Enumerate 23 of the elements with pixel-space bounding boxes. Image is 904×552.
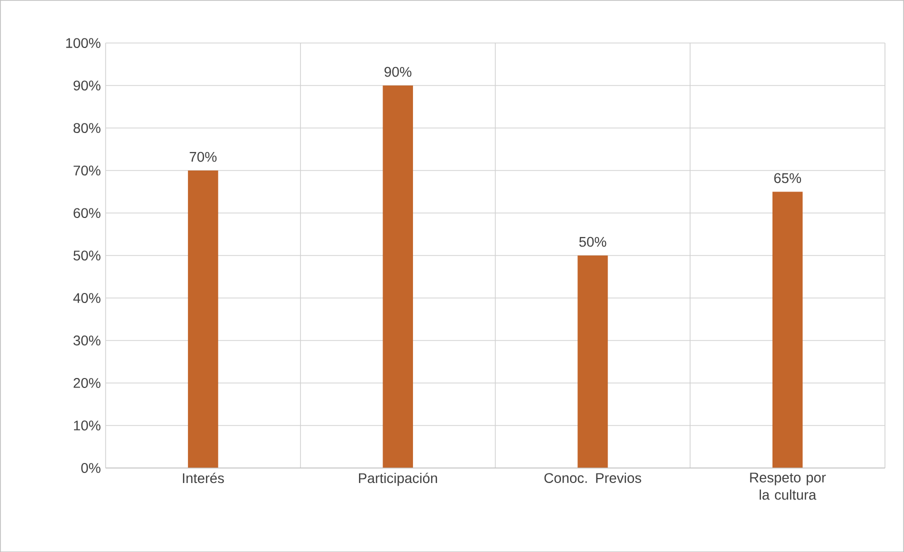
y-tick-label: 80% [74, 122, 100, 133]
y-tick-label: 90% [74, 80, 100, 90]
y-tick-label: 100% [66, 38, 100, 48]
y-tick-label: 20% [74, 378, 100, 388]
y-tick-label: 10% [74, 420, 100, 430]
data-label: 70% [190, 152, 217, 162]
y-tick-label: 40% [73, 292, 100, 303]
y-tick-label: 50% [74, 250, 100, 260]
bar [382, 85, 413, 468]
y-tick-label: 0% [81, 462, 100, 473]
x-tick-label: Participación [358, 472, 438, 486]
x-tick-label: Respeto por la cultura [750, 472, 826, 500]
x-tick-label: Interés [182, 472, 224, 483]
x-tick-label: Conoc. Previos [544, 472, 642, 483]
y-tick-label: 60% [74, 208, 100, 218]
bar [188, 170, 218, 468]
data-label: 50% [579, 236, 606, 247]
y-tick-label: 30% [73, 335, 100, 346]
bar [772, 192, 803, 468]
data-label: 90% [384, 66, 412, 77]
y-tick-label: 70% [74, 165, 100, 176]
bar [578, 255, 608, 468]
data-label: 65% [774, 173, 802, 183]
